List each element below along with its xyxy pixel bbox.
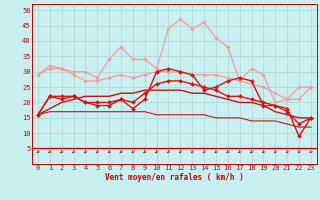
X-axis label: Vent moyen/en rafales ( km/h ): Vent moyen/en rafales ( km/h ) — [105, 173, 244, 182]
